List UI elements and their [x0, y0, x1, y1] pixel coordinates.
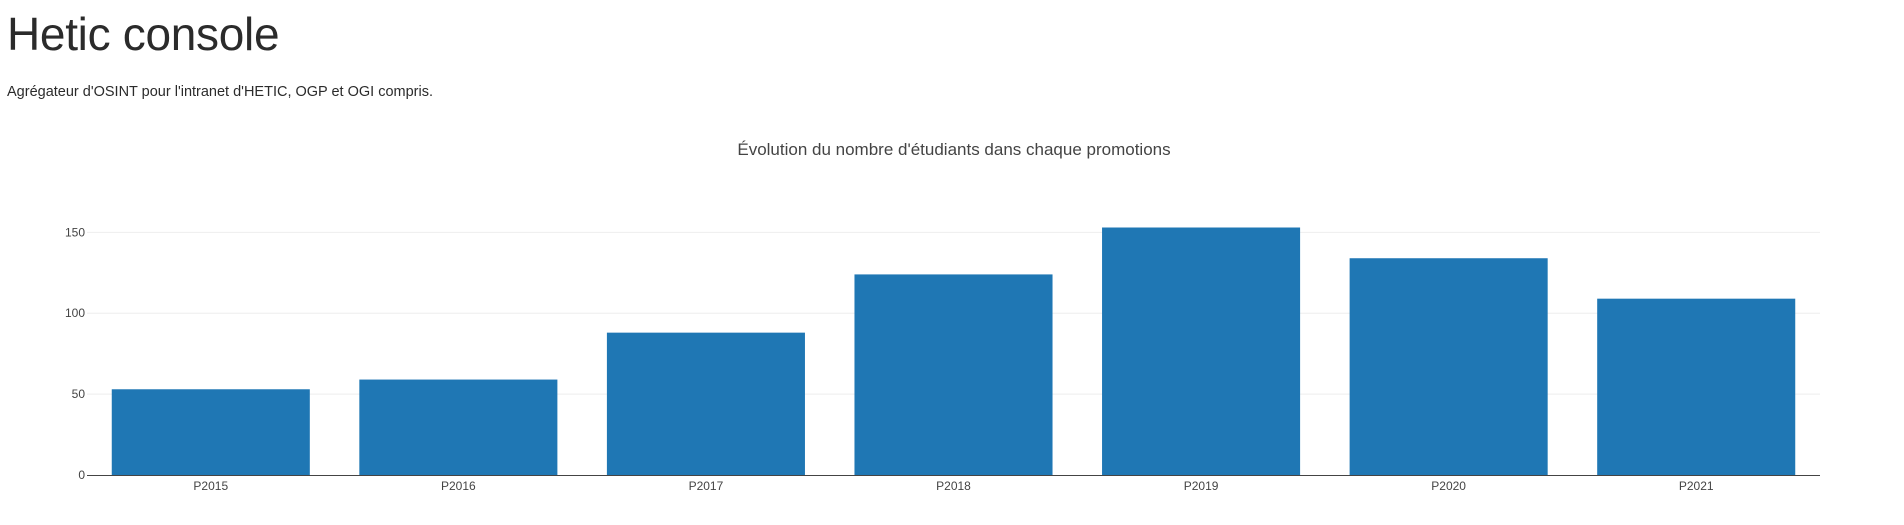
y-tick-label: 100 — [65, 306, 85, 320]
y-tick-label: 150 — [65, 225, 85, 239]
x-tick-label: P2015 — [193, 479, 228, 493]
bar-p2016[interactable] — [359, 379, 558, 475]
y-tick-label: 50 — [72, 387, 86, 401]
chart-bars — [111, 227, 1796, 476]
chart-title: Évolution du nombre d'étudiants dans cha… — [737, 140, 1170, 159]
page-subtitle: Agrégateur d'OSINT pour l'intranet d'HET… — [7, 84, 434, 100]
y-axis-ticks: 0 50 100 150 — [65, 225, 85, 482]
x-tick-label: P2020 — [1431, 479, 1466, 493]
page-title: Hetic console — [7, 8, 280, 60]
x-tick-label: P2021 — [1679, 479, 1714, 493]
bar-p2017[interactable] — [606, 332, 805, 475]
bar-p2018[interactable] — [854, 274, 1053, 475]
x-tick-label: P2017 — [689, 479, 724, 493]
x-tick-label: P2019 — [1184, 479, 1219, 493]
y-tick-label: 0 — [78, 468, 85, 482]
bar-p2015[interactable] — [111, 389, 310, 475]
x-tick-label: P2016 — [441, 479, 476, 493]
x-axis-ticks: P2015 P2016 P2017 P2018 P2019 P2020 P2021 — [193, 479, 1713, 493]
bar-p2019[interactable] — [1102, 227, 1301, 476]
x-tick-label: P2018 — [936, 479, 971, 493]
bar-p2020[interactable] — [1349, 258, 1548, 475]
bar-p2021[interactable] — [1597, 298, 1796, 475]
